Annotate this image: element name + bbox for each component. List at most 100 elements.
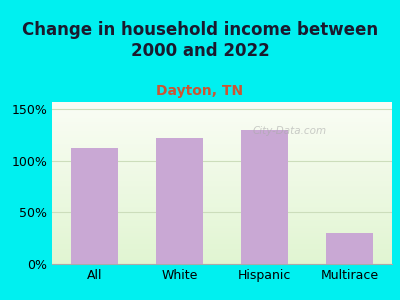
- Bar: [52, 230, 400, 232]
- Bar: [52, 110, 400, 112]
- Bar: [52, 232, 400, 233]
- Bar: [52, 228, 400, 230]
- Bar: [52, 112, 400, 113]
- Bar: [52, 123, 400, 125]
- Bar: [52, 164, 400, 165]
- Bar: [52, 243, 400, 244]
- Bar: [52, 224, 400, 225]
- Bar: [52, 240, 400, 241]
- Bar: [52, 147, 400, 149]
- Bar: [52, 198, 400, 199]
- Bar: [326, 233, 373, 264]
- Bar: [52, 138, 400, 139]
- Bar: [156, 138, 203, 264]
- Bar: [52, 134, 400, 136]
- Bar: [52, 253, 400, 254]
- Bar: [52, 146, 400, 147]
- Bar: [52, 202, 400, 204]
- Bar: [52, 249, 400, 251]
- Bar: [52, 115, 400, 117]
- Bar: [52, 131, 400, 133]
- Text: Dayton, TN: Dayton, TN: [156, 84, 244, 98]
- Bar: [52, 222, 400, 224]
- Bar: [52, 256, 400, 257]
- Bar: [52, 152, 400, 154]
- Bar: [52, 201, 400, 203]
- Text: City-Data.com: City-Data.com: [253, 126, 327, 136]
- Bar: [52, 217, 400, 219]
- Bar: [52, 257, 400, 259]
- Bar: [52, 220, 400, 222]
- Bar: [52, 151, 400, 152]
- Bar: [52, 155, 400, 157]
- Bar: [52, 233, 400, 235]
- Bar: [52, 212, 400, 214]
- Bar: [52, 204, 400, 206]
- Bar: [52, 102, 400, 104]
- Bar: [52, 184, 400, 186]
- Bar: [52, 235, 400, 236]
- Bar: [52, 167, 400, 168]
- Bar: [52, 141, 400, 142]
- Bar: [52, 133, 400, 134]
- Bar: [52, 136, 400, 138]
- Bar: [52, 219, 400, 220]
- Bar: [52, 199, 400, 201]
- Bar: [52, 128, 400, 130]
- Bar: [52, 103, 400, 105]
- Bar: [52, 105, 400, 107]
- Bar: [52, 191, 400, 193]
- Bar: [52, 211, 400, 212]
- Bar: [52, 262, 400, 264]
- Bar: [52, 248, 400, 249]
- Bar: [52, 144, 400, 146]
- Bar: [52, 193, 400, 194]
- Bar: [52, 139, 400, 141]
- Bar: [52, 176, 400, 178]
- Bar: [52, 194, 400, 196]
- Bar: [52, 207, 400, 209]
- Bar: [52, 154, 400, 155]
- Bar: [52, 241, 400, 243]
- Bar: [52, 186, 400, 188]
- Bar: [52, 117, 400, 118]
- Bar: [52, 120, 400, 122]
- Bar: [52, 238, 400, 240]
- Bar: [52, 130, 400, 131]
- Bar: [52, 165, 400, 167]
- Bar: [52, 160, 400, 162]
- Bar: [52, 259, 400, 261]
- Bar: [52, 126, 400, 128]
- Bar: [52, 214, 400, 215]
- Bar: [52, 142, 400, 144]
- Text: Change in household income between
2000 and 2022: Change in household income between 2000 …: [22, 21, 378, 60]
- Bar: [52, 225, 400, 227]
- Bar: [52, 183, 400, 184]
- Bar: [52, 182, 400, 183]
- Bar: [52, 254, 400, 256]
- Bar: [52, 227, 400, 228]
- Bar: [52, 188, 400, 190]
- Bar: [52, 246, 400, 248]
- Bar: [52, 125, 400, 126]
- Bar: [52, 215, 400, 217]
- Bar: [52, 173, 400, 175]
- Bar: [52, 168, 400, 170]
- Bar: [52, 172, 400, 173]
- Bar: [241, 130, 288, 264]
- Bar: [71, 148, 118, 264]
- Bar: [52, 261, 400, 262]
- Bar: [52, 251, 400, 253]
- Bar: [52, 118, 400, 120]
- Bar: [52, 178, 400, 180]
- Bar: [52, 122, 400, 123]
- Bar: [52, 244, 400, 246]
- Bar: [52, 236, 400, 238]
- Bar: [52, 209, 400, 211]
- Bar: [52, 107, 400, 109]
- Bar: [52, 159, 400, 160]
- Bar: [52, 190, 400, 191]
- Bar: [52, 162, 400, 164]
- Bar: [52, 175, 400, 176]
- Bar: [52, 196, 400, 198]
